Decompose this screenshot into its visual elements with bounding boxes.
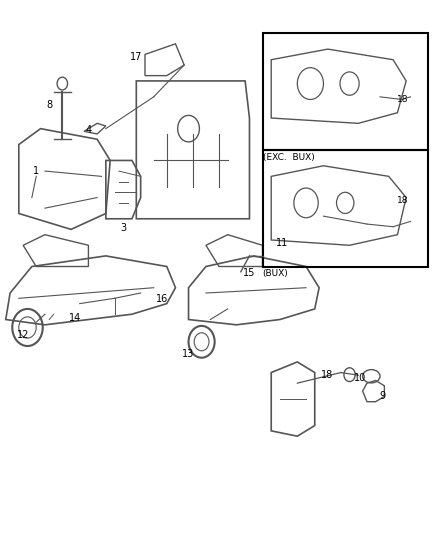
Bar bbox=[262, 150, 428, 266]
Text: 18: 18 bbox=[397, 196, 409, 205]
Text: 15: 15 bbox=[243, 269, 256, 278]
Text: 8: 8 bbox=[46, 100, 52, 110]
Text: 1: 1 bbox=[33, 166, 39, 176]
Text: 13: 13 bbox=[182, 349, 194, 359]
Text: 9: 9 bbox=[379, 391, 385, 401]
Text: 18: 18 bbox=[397, 95, 409, 104]
Text: 17: 17 bbox=[130, 52, 142, 62]
Text: 12: 12 bbox=[17, 330, 29, 341]
Text: 14: 14 bbox=[69, 313, 81, 324]
Text: 11: 11 bbox=[276, 238, 288, 248]
Text: (EXC.  BUX): (EXC. BUX) bbox=[262, 152, 314, 161]
Text: (BUX): (BUX) bbox=[262, 269, 288, 278]
Text: 16: 16 bbox=[156, 294, 169, 304]
Text: 18: 18 bbox=[321, 370, 333, 380]
Text: 3: 3 bbox=[120, 223, 126, 233]
Text: 10: 10 bbox=[354, 373, 367, 383]
Bar bbox=[262, 33, 428, 150]
Text: 4: 4 bbox=[85, 125, 92, 135]
